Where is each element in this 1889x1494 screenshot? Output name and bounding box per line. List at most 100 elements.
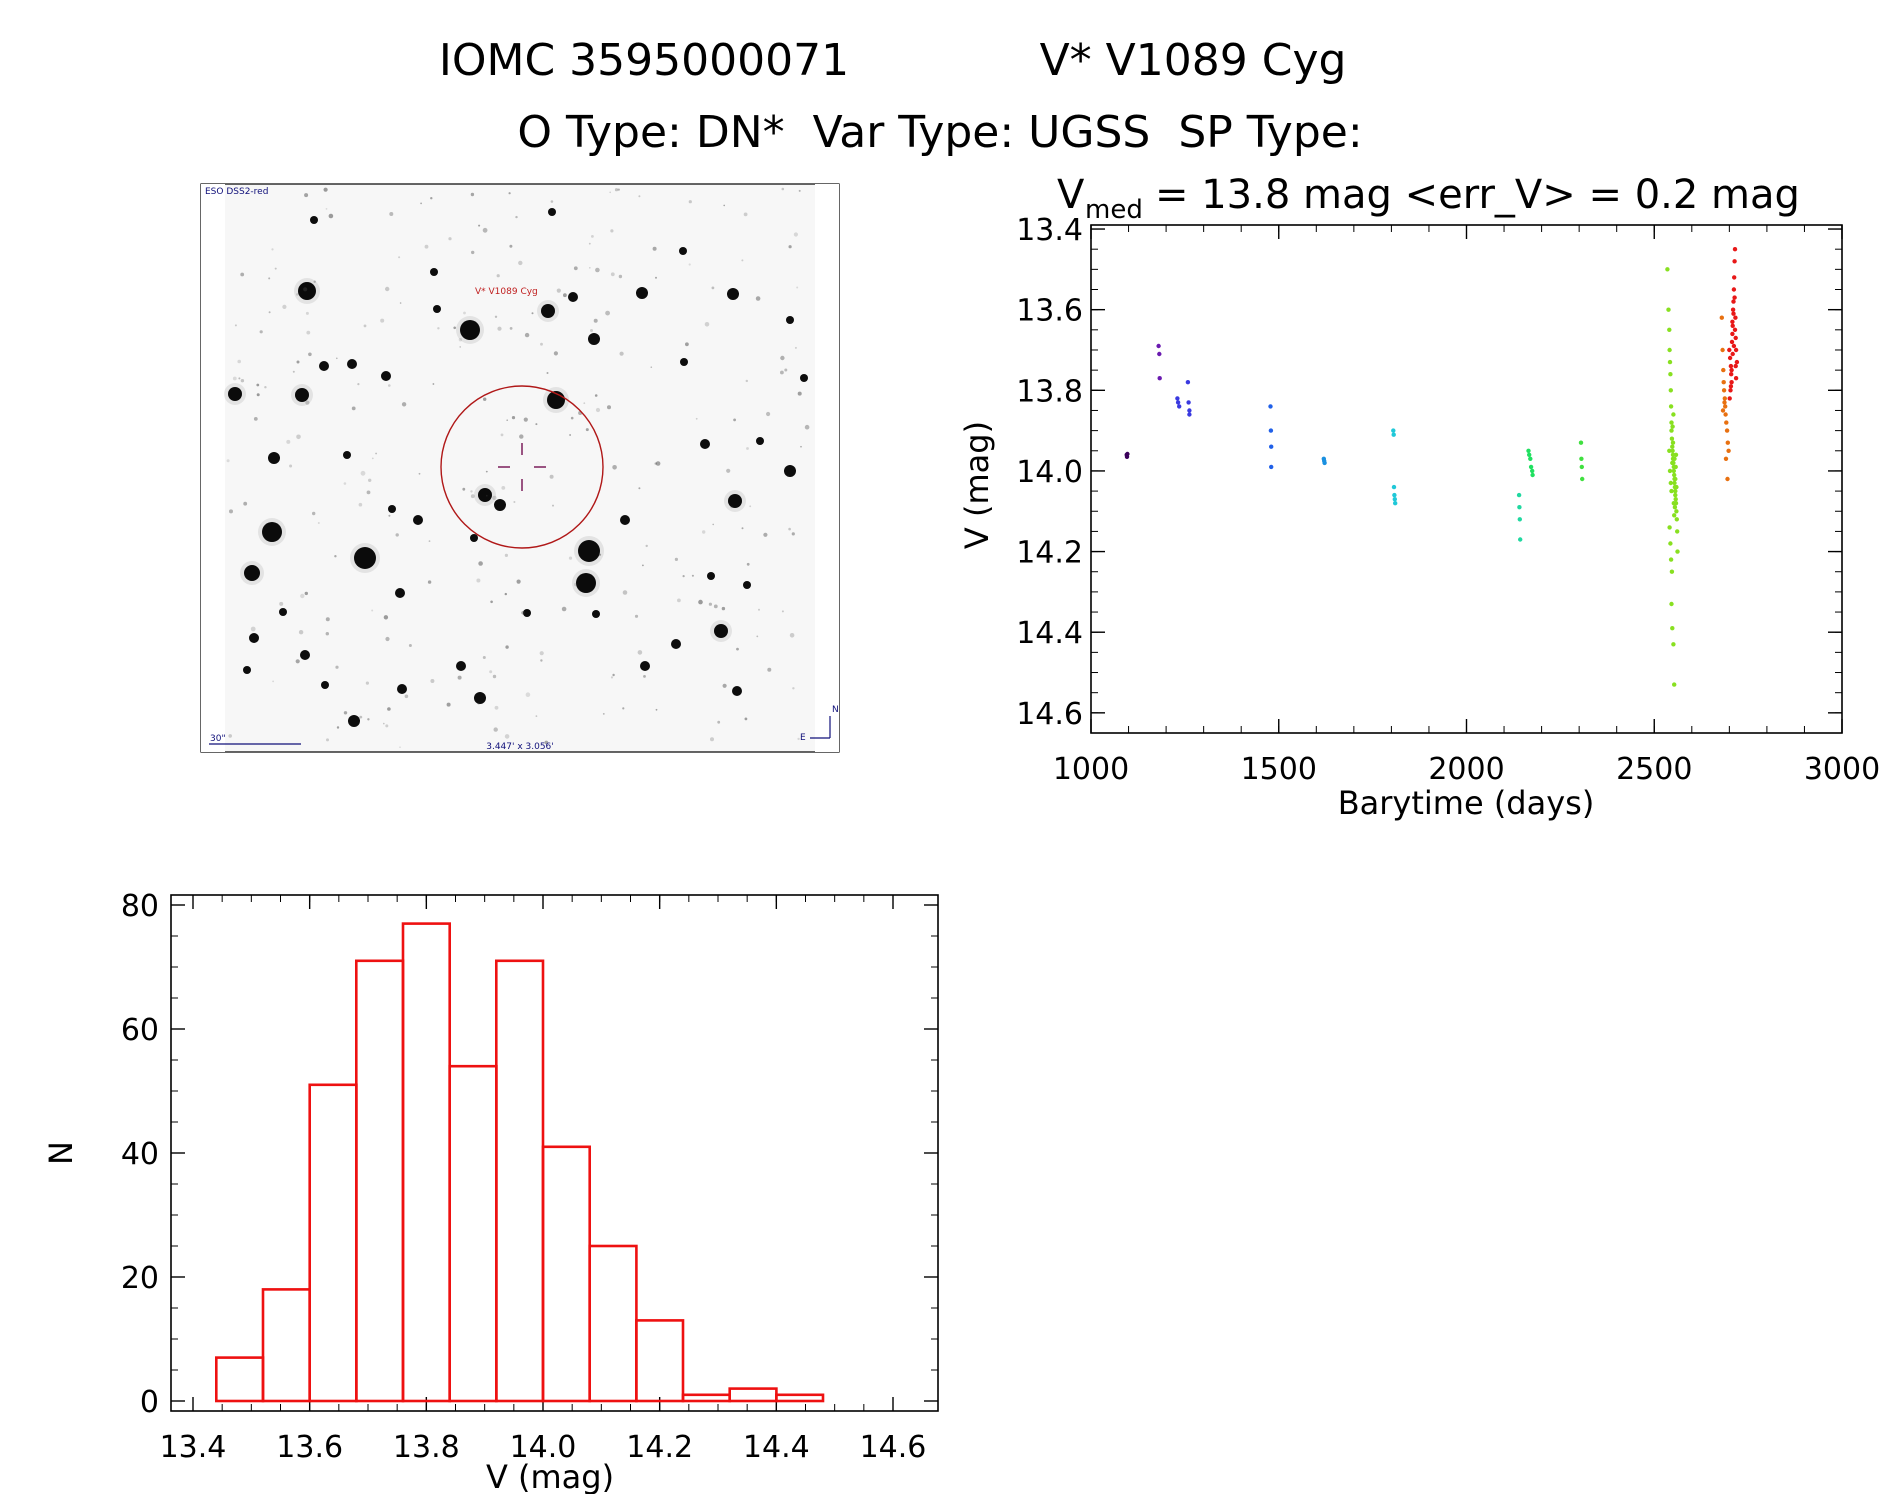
finder-speckle xyxy=(585,428,589,432)
header-type-line: O Type: DN* Var Type: UGSS SP Type: xyxy=(517,107,1362,158)
finder-speckle xyxy=(570,416,574,420)
finder-speckle xyxy=(388,384,391,387)
finder-speckle xyxy=(655,461,661,466)
finder-speckle xyxy=(232,376,237,381)
finder-speckle xyxy=(677,598,681,603)
finder-speckle xyxy=(788,527,791,531)
lc-point-epoch10 xyxy=(1673,452,1679,457)
finder-speckle xyxy=(476,578,481,583)
finder-speckle xyxy=(610,676,614,679)
finder-speckle xyxy=(305,311,309,315)
lc-point-epoch10 xyxy=(1667,359,1673,365)
finder-speckle xyxy=(385,724,389,728)
finder-speckle xyxy=(804,424,810,430)
lc-point-epoch10 xyxy=(1671,501,1677,506)
finder-star xyxy=(592,610,600,618)
lc-point-epoch10 xyxy=(1668,541,1673,546)
finder-speckle xyxy=(574,582,578,587)
finder-speckle xyxy=(268,277,271,280)
finder-speckle xyxy=(789,633,795,638)
finder-speckle xyxy=(588,242,591,245)
finder-star-halo xyxy=(294,278,320,304)
lc-xtick-label: 2000 xyxy=(1428,752,1504,787)
finder-speckle xyxy=(250,626,256,632)
finder-speckle xyxy=(274,267,277,270)
finder-speckle xyxy=(755,296,761,301)
finder-speckle xyxy=(335,665,339,669)
histogram-plot: 13.4 13.6 13.8 14.0 14.2 14.4 14.6 0 20 40 60 80 V … xyxy=(42,889,939,1494)
lc-point-epoch1 xyxy=(1125,451,1130,457)
hist-bars xyxy=(215,922,825,1403)
lc-point-epoch12 xyxy=(1730,319,1735,324)
finder-speckle xyxy=(573,266,578,271)
finder-speckle xyxy=(722,683,727,688)
lc-ylabel: V (mag) xyxy=(958,421,996,549)
finder-speckle xyxy=(229,509,233,514)
finder-speckle xyxy=(535,423,538,426)
lc-point-epoch10 xyxy=(1674,509,1679,514)
finder-speckle xyxy=(733,418,736,422)
hist-bar xyxy=(261,1288,312,1403)
hist-bar xyxy=(728,1387,778,1403)
finder-speckle xyxy=(325,208,328,210)
finder-speckle xyxy=(614,188,619,192)
hist-axes-frame xyxy=(170,894,939,1412)
finder-speckle xyxy=(323,187,328,192)
finder-speckle xyxy=(504,734,510,739)
finder-speckle xyxy=(540,342,543,346)
finder-speckle xyxy=(594,394,598,397)
finder-speckle xyxy=(408,644,412,647)
finder-speckle xyxy=(513,501,516,503)
finder-speckle xyxy=(741,527,744,530)
finder-speckle xyxy=(730,505,733,509)
lc-point-epoch2 xyxy=(1157,351,1162,357)
finder-speckle xyxy=(482,656,486,659)
finder-speckle xyxy=(458,338,463,342)
lc-point-epoch10 xyxy=(1668,480,1674,486)
finder-star xyxy=(728,494,742,508)
finder-speckle xyxy=(448,237,452,241)
lc-point-epoch10 xyxy=(1667,468,1673,474)
lc-point-epoch4 xyxy=(1269,464,1274,470)
finder-speckle xyxy=(780,355,785,361)
compass-east-label: E xyxy=(800,733,806,743)
lc-point-epoch9 xyxy=(1578,440,1584,445)
finder-speckle xyxy=(383,722,385,725)
finder-speckle xyxy=(504,553,508,558)
finder-speckle xyxy=(387,707,391,711)
finder-star xyxy=(395,588,405,598)
lc-point-epoch10 xyxy=(1668,557,1674,562)
hist-xtick-label: 14.4 xyxy=(743,1430,810,1465)
finder-speckle xyxy=(228,734,232,738)
finder-speckle xyxy=(418,472,421,475)
finder-speckle xyxy=(563,293,567,298)
finder-star xyxy=(300,650,310,660)
lc-point-epoch10 xyxy=(1670,626,1675,631)
lc-point-epoch3 xyxy=(1185,380,1191,385)
hist-ytick-label: 60 xyxy=(121,1013,159,1048)
finder-star xyxy=(727,288,739,300)
finder-speckle xyxy=(296,434,301,440)
lc-point-epoch12 xyxy=(1729,380,1734,385)
hist-bar xyxy=(308,1083,358,1403)
finder-speckle xyxy=(482,227,488,233)
lc-point-epoch8 xyxy=(1530,468,1535,474)
finder-star xyxy=(470,534,478,542)
finder-star-halo xyxy=(291,384,313,406)
finder-star xyxy=(732,686,742,696)
lc-point-epoch7 xyxy=(1517,517,1523,522)
finder-speckle xyxy=(496,274,500,278)
lc-points xyxy=(1124,247,1740,687)
finder-star-halo xyxy=(724,490,746,512)
finder-speckle xyxy=(306,330,311,335)
hist-xtick-label: 13.8 xyxy=(393,1430,460,1465)
lc-point-epoch11 xyxy=(1724,420,1729,425)
hist-xtick-label: 13.6 xyxy=(276,1430,343,1465)
target-circle xyxy=(440,385,604,549)
lc-point-epoch10 xyxy=(1668,372,1673,377)
scale-label: 30" xyxy=(210,734,226,744)
finder-speckle xyxy=(453,326,457,330)
finder-speckle xyxy=(523,417,528,422)
hist-bar xyxy=(448,1064,498,1403)
lc-point-epoch11 xyxy=(1725,476,1730,482)
